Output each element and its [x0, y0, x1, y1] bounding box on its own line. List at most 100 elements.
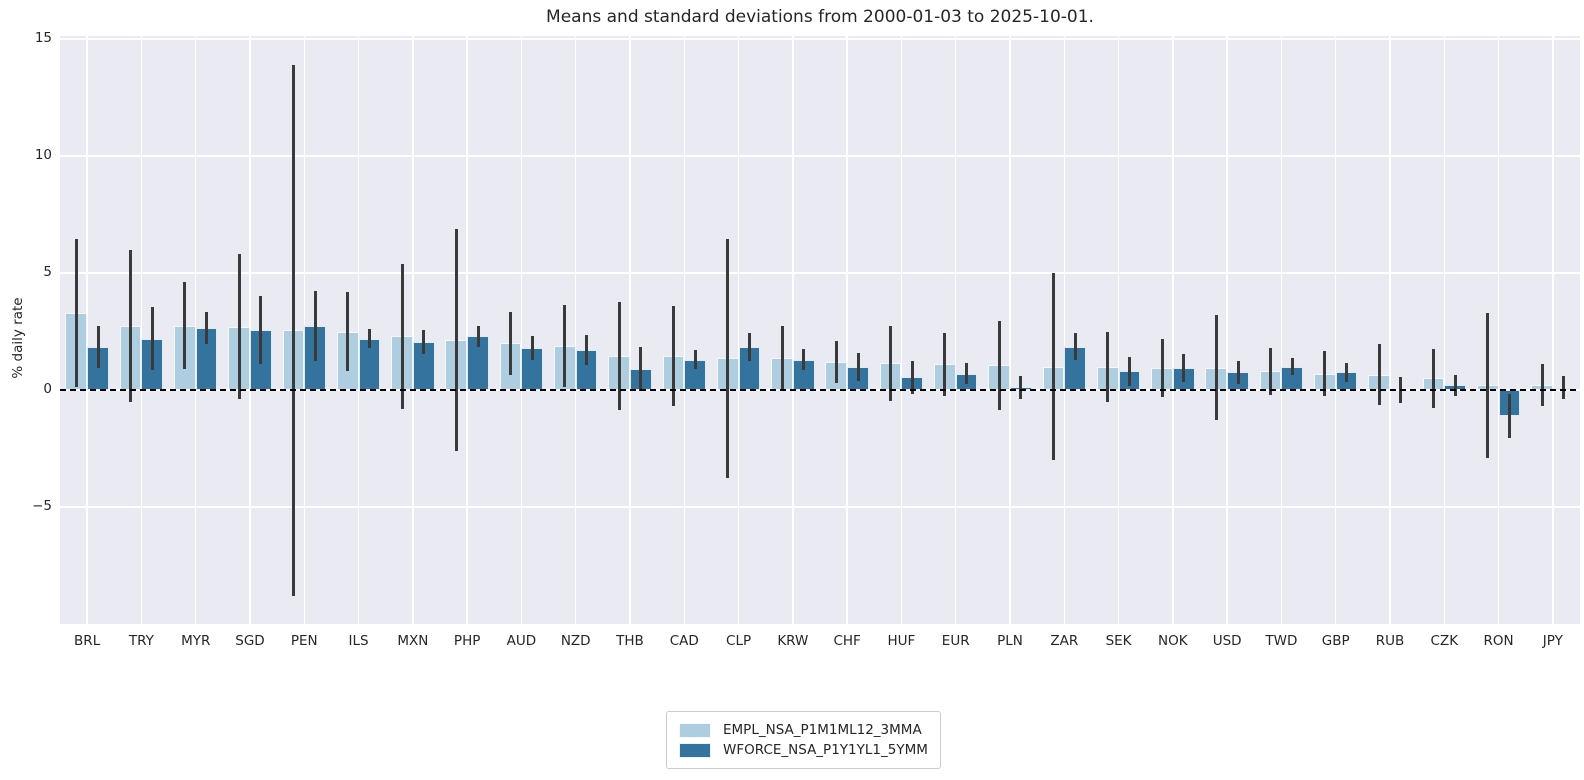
errorbar-wforce-myr [205, 311, 209, 345]
gridline-v [1552, 36, 1554, 624]
errorbar-empl-thb [617, 302, 621, 410]
x-tick-label-pln: PLN [997, 633, 1023, 649]
gridline-v [683, 36, 686, 624]
errorbar-wforce-mxn [422, 330, 426, 354]
gridline-v [1334, 36, 1337, 624]
legend-row: EMPL_NSA_P1M1ML12_3MMA [679, 720, 928, 740]
x-tick-label-chf: CHF [833, 633, 861, 649]
errorbar-empl-pln [997, 320, 1001, 410]
errorbar-empl-php [454, 228, 458, 451]
errorbar-wforce-eur [965, 363, 969, 385]
gridline-v [900, 36, 903, 624]
x-tick-label-sgd: SGD [235, 633, 265, 649]
errorbar-empl-chf [834, 340, 838, 383]
x-tick-label-nok: NOK [1158, 633, 1188, 649]
legend-row: WFORCE_NSA_P1Y1YL1_5YMM [679, 740, 928, 760]
legend-label-wforce: WFORCE_NSA_P1Y1YL1_5YMM [723, 742, 928, 758]
errorbar-empl-aud [509, 311, 513, 375]
errorbar-wforce-twd [1290, 358, 1294, 375]
gridline-v [846, 36, 848, 624]
y-tick-label: 10 [34, 147, 52, 164]
legend-swatch-empl [679, 722, 711, 738]
y-axis-label: % daily rate [10, 297, 26, 379]
x-tick-label-myr: MYR [181, 633, 211, 649]
errorbar-empl-nok [1160, 338, 1164, 398]
errorbar-empl-czk [1431, 349, 1435, 408]
x-tick-label-php: PHP [453, 633, 481, 649]
x-tick-label-pen: PEN [290, 633, 318, 649]
gridline-v [1443, 36, 1446, 624]
errorbar-wforce-gbp [1345, 363, 1349, 382]
x-tick-label-eur: EUR [941, 633, 970, 649]
errorbar-wforce-brl [96, 325, 100, 368]
gridline-v [629, 36, 631, 624]
errorbar-wforce-thb [639, 346, 643, 392]
x-tick-label-krw: KRW [777, 633, 809, 649]
errorbar-wforce-krw [802, 349, 806, 371]
errorbar-wforce-huf [910, 360, 914, 394]
chart-title: Means and standard deviations from 2000-… [546, 7, 1094, 27]
y-tick-label: 15 [34, 30, 52, 47]
errorbar-empl-cad [671, 305, 675, 407]
gridline-v [357, 36, 360, 624]
errorbar-wforce-ils [367, 329, 371, 348]
gridline-v [954, 36, 957, 624]
errorbar-wforce-nok [1182, 353, 1186, 382]
x-tick-label-ils: ILS [348, 633, 369, 649]
errorbar-empl-ils [346, 291, 350, 372]
x-tick-label-cad: CAD [669, 633, 699, 649]
gridline-h [60, 506, 1580, 508]
errorbar-wforce-sgd [259, 296, 263, 365]
gridline-v [1226, 36, 1228, 624]
x-tick-label-usd: USD [1212, 633, 1242, 649]
errorbar-empl-eur [943, 332, 947, 396]
x-tick-label-czk: CZK [1430, 633, 1459, 649]
errorbar-empl-usd [1214, 315, 1218, 421]
gridline-v [1009, 36, 1011, 624]
errorbar-wforce-nzd [585, 335, 589, 366]
gridline-v [466, 36, 468, 624]
gridline-h [60, 38, 1580, 40]
x-tick-label-try: TRY [128, 633, 154, 649]
errorbar-empl-gbp [1323, 351, 1327, 396]
errorbar-wforce-sek [1127, 356, 1131, 386]
errorbar-wforce-czk [1453, 374, 1457, 396]
errorbar-empl-huf [889, 325, 893, 401]
y-tick-label: 5 [43, 264, 52, 281]
errorbar-empl-try [129, 249, 133, 402]
errorbar-empl-krw [780, 325, 784, 392]
x-tick-label-clp: CLP [726, 633, 752, 649]
errorbar-wforce-clp [747, 332, 751, 361]
errorbar-wforce-pln [1019, 375, 1023, 399]
x-tick-label-jpy: JPY [1542, 633, 1563, 649]
errorbar-empl-jpy [1540, 364, 1544, 407]
errorbar-wforce-ron [1507, 393, 1511, 438]
legend-swatch-wforce [679, 742, 711, 758]
errorbar-wforce-zar [1073, 333, 1077, 361]
x-tick-label-twd: TWD [1265, 633, 1298, 649]
errorbar-wforce-cad [693, 350, 697, 369]
gridline-v [1497, 36, 1500, 624]
plot-area [60, 36, 1580, 624]
zero-line [60, 389, 1580, 391]
gridline-v [1280, 36, 1283, 624]
x-tick-label-sek: SEK [1105, 633, 1132, 649]
errorbar-wforce-jpy [1562, 375, 1566, 400]
x-tick-label-nzd: NZD [560, 633, 591, 649]
errorbar-empl-twd [1269, 347, 1273, 395]
x-tick-label-brl: BRL [74, 633, 101, 649]
gridline-v [412, 36, 414, 624]
errorbar-wforce-aud [530, 336, 534, 360]
gridline-v [1389, 36, 1391, 624]
errorbar-empl-sek [1106, 331, 1110, 402]
gridline-v [1172, 36, 1174, 624]
x-tick-label-ron: RON [1483, 633, 1514, 649]
gridline-v [140, 36, 143, 624]
errorbar-empl-zar [1051, 273, 1055, 461]
errorbar-empl-clp [726, 239, 730, 478]
x-tick-label-aud: AUD [506, 633, 537, 649]
errorbar-empl-ron [1486, 312, 1490, 458]
x-tick-label-gbp: GBP [1321, 633, 1350, 649]
legend-label-empl: EMPL_NSA_P1M1ML12_3MMA [723, 722, 922, 738]
